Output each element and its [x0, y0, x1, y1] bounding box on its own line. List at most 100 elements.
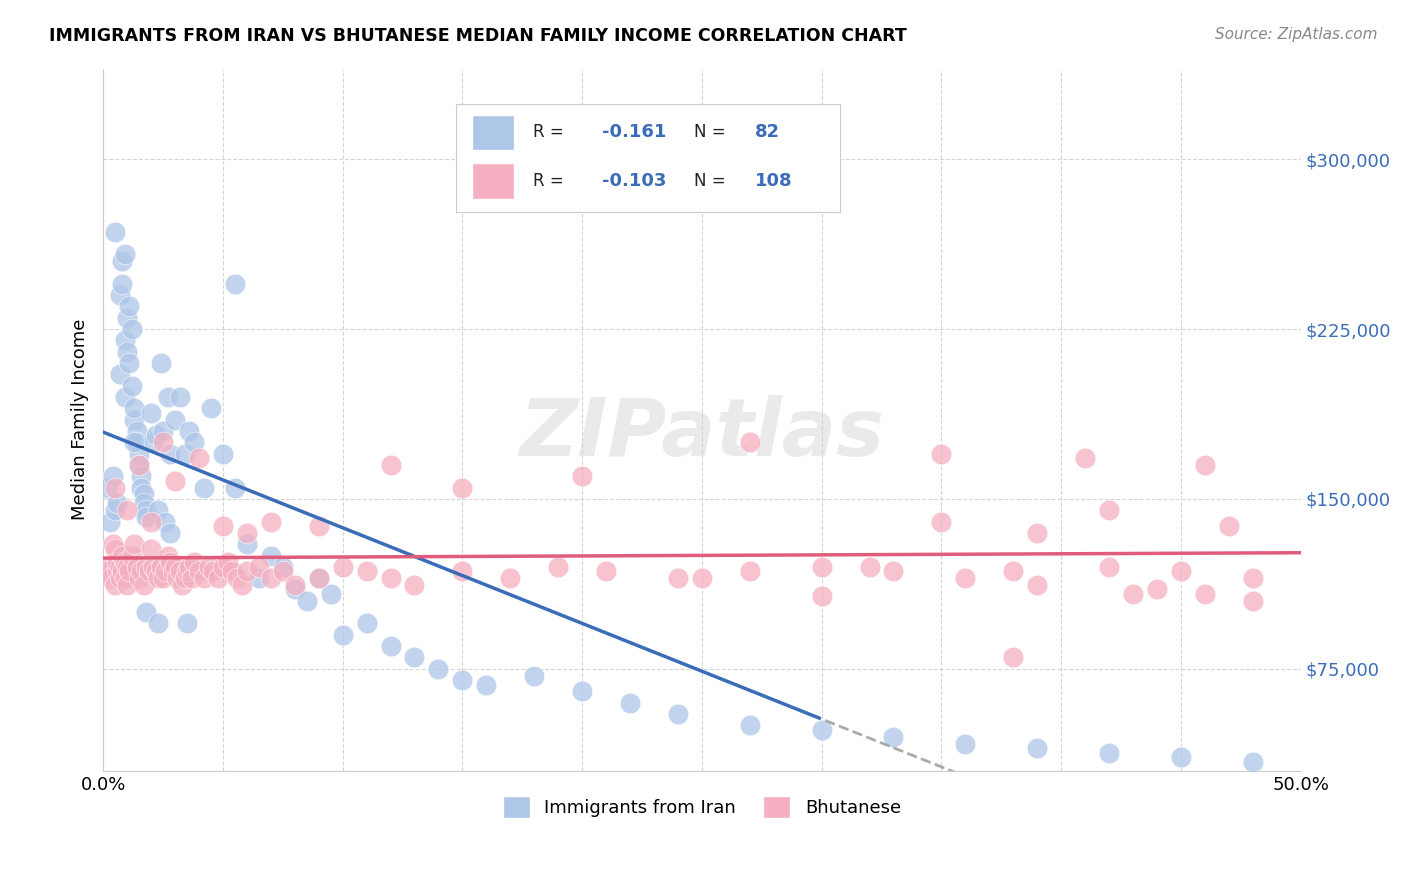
Point	[1026, 578, 1049, 592]
Point	[172, 578, 194, 592]
Point	[148, 571, 170, 585]
Point	[114, 555, 136, 569]
Point	[148, 616, 170, 631]
Point	[356, 616, 378, 631]
Text: ZIPatlas: ZIPatlas	[519, 394, 884, 473]
Point	[499, 571, 522, 585]
Point	[108, 288, 131, 302]
Point	[139, 541, 162, 556]
Point	[571, 469, 593, 483]
Point	[1218, 519, 1240, 533]
Point	[159, 555, 181, 569]
Point	[1194, 587, 1216, 601]
Point	[138, 565, 160, 579]
Point	[571, 684, 593, 698]
Point	[155, 515, 177, 529]
Point	[1002, 650, 1025, 665]
Point	[595, 565, 617, 579]
Point	[260, 571, 283, 585]
Point	[183, 435, 205, 450]
Point	[180, 571, 202, 585]
Point	[207, 571, 229, 585]
Point	[1002, 565, 1025, 579]
Point	[107, 496, 129, 510]
Point	[247, 559, 270, 574]
Point	[404, 578, 426, 592]
Point	[193, 481, 215, 495]
Point	[955, 571, 977, 585]
Point	[142, 559, 165, 574]
Text: Source: ZipAtlas.com: Source: ZipAtlas.com	[1215, 27, 1378, 42]
Point	[145, 565, 167, 579]
Point	[1241, 594, 1264, 608]
Y-axis label: Median Family Income: Median Family Income	[72, 319, 89, 520]
Point	[169, 565, 191, 579]
Point	[404, 650, 426, 665]
Point	[135, 605, 157, 619]
Point	[1194, 458, 1216, 472]
Point	[135, 510, 157, 524]
Point	[104, 503, 127, 517]
Point	[114, 390, 136, 404]
Point	[955, 737, 977, 751]
Point	[104, 225, 127, 239]
Point	[132, 496, 155, 510]
Point	[1098, 746, 1121, 760]
Point	[221, 565, 243, 579]
Point	[187, 565, 209, 579]
Point	[97, 565, 120, 579]
Point	[380, 639, 402, 653]
Point	[260, 515, 283, 529]
Point	[163, 474, 186, 488]
Point	[149, 356, 172, 370]
Point	[226, 571, 249, 585]
Point	[179, 424, 201, 438]
Point	[1241, 571, 1264, 585]
Point	[107, 555, 129, 569]
Point	[115, 310, 138, 325]
Point	[1026, 741, 1049, 756]
Point	[115, 578, 138, 592]
Point	[1098, 503, 1121, 517]
Point	[284, 582, 307, 597]
Text: IMMIGRANTS FROM IRAN VS BHUTANESE MEDIAN FAMILY INCOME CORRELATION CHART: IMMIGRANTS FROM IRAN VS BHUTANESE MEDIAN…	[49, 27, 907, 45]
Point	[547, 559, 569, 574]
Point	[666, 707, 689, 722]
Point	[176, 565, 198, 579]
Point	[152, 435, 174, 450]
Point	[187, 451, 209, 466]
Point	[131, 565, 153, 579]
Point	[111, 549, 134, 563]
Point	[380, 571, 402, 585]
Point	[451, 565, 474, 579]
Point	[115, 503, 138, 517]
Point	[121, 322, 143, 336]
Point	[111, 277, 134, 291]
Point	[217, 555, 239, 569]
Point	[97, 481, 120, 495]
Point	[295, 594, 318, 608]
Point	[332, 628, 354, 642]
Point	[148, 503, 170, 517]
Point	[132, 578, 155, 592]
Point	[121, 549, 143, 563]
Point	[173, 571, 195, 585]
Point	[197, 559, 219, 574]
Point	[212, 519, 235, 533]
Point	[166, 571, 188, 585]
Point	[882, 730, 904, 744]
Point	[98, 571, 121, 585]
Point	[236, 537, 259, 551]
Point	[131, 481, 153, 495]
Point	[810, 723, 832, 737]
Point	[224, 481, 246, 495]
Point	[169, 390, 191, 404]
Point	[131, 469, 153, 483]
Point	[132, 487, 155, 501]
Point	[308, 571, 330, 585]
Legend: Immigrants from Iran, Bhutanese: Immigrants from Iran, Bhutanese	[496, 789, 908, 825]
Point	[108, 559, 131, 574]
Point	[451, 481, 474, 495]
Point	[128, 571, 150, 585]
Point	[156, 390, 179, 404]
